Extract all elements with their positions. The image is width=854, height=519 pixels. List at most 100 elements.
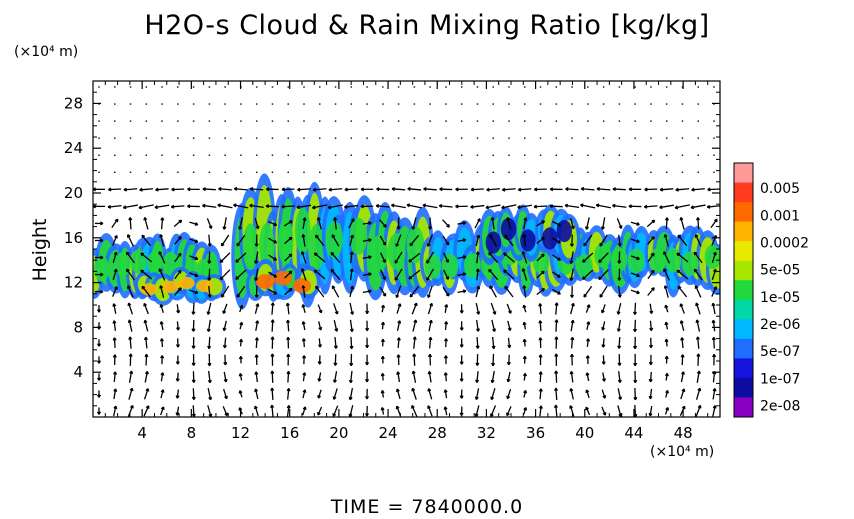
wind-vector [380, 372, 385, 381]
wind-vector [189, 255, 199, 261]
wind-vector [381, 304, 386, 313]
wind-vector [175, 338, 180, 348]
wind-vector [391, 186, 406, 191]
wind-vector [365, 320, 370, 332]
wind-vector [580, 186, 595, 191]
wind-vector [318, 321, 323, 331]
cloud-core [464, 253, 481, 278]
wind-vector [506, 406, 512, 417]
colorbar-label: 1e-07 [760, 371, 800, 387]
wind-vector [301, 304, 306, 313]
x-tick: 28 [428, 81, 447, 442]
wind-vector [675, 187, 690, 192]
cloud-core [500, 217, 517, 241]
wind-vector [455, 204, 468, 209]
wind-vector [711, 302, 716, 315]
wind-vector [585, 389, 590, 399]
wind-vector [380, 321, 385, 330]
wind-vector [349, 336, 354, 350]
wind-vector [680, 337, 685, 349]
wind-vector [207, 234, 212, 247]
wind-vector [503, 252, 515, 263]
wind-vector [159, 285, 165, 298]
y-tick-label: 28 [64, 94, 83, 112]
wind-vector [582, 252, 594, 263]
wind-vector [659, 187, 674, 192]
wind-vector [457, 255, 467, 260]
x-tick-label: 28 [428, 424, 447, 442]
wind-vector [459, 338, 464, 348]
wind-vector [396, 371, 401, 383]
wind-vector [249, 187, 264, 192]
wind-vector [612, 187, 626, 192]
colorbar-label: 2e-08 [760, 398, 800, 414]
wind-vector [268, 271, 277, 278]
x-tick-label: 20 [329, 424, 348, 442]
wind-vector [189, 221, 199, 226]
wind-vector [312, 187, 327, 192]
wind-vector [444, 338, 449, 348]
wind-vector [391, 203, 406, 209]
wind-vector [112, 320, 117, 331]
wind-vector [254, 217, 260, 230]
wind-vector [112, 234, 118, 246]
wind-vector [501, 204, 517, 210]
wind-vector [712, 370, 717, 383]
wind-vector [522, 321, 527, 330]
wind-vector [428, 217, 433, 230]
wind-vector [474, 218, 481, 229]
wind-vector [551, 220, 561, 227]
wind-vector [711, 319, 716, 332]
wind-vector [503, 269, 515, 280]
wind-vector [475, 251, 480, 264]
wind-vector [630, 255, 640, 261]
wind-vector [617, 285, 622, 298]
wind-vector [144, 353, 149, 366]
wind-vector [628, 204, 642, 209]
wind-vector [504, 234, 514, 247]
wind-vector [521, 251, 528, 264]
wind-vector [112, 268, 118, 281]
wind-vector [296, 204, 312, 210]
wind-vector [427, 405, 433, 417]
wind-vector [427, 302, 434, 315]
cloud-core [292, 278, 312, 294]
wind-vector [457, 238, 467, 243]
wind-vector [583, 234, 593, 247]
wind-vector [174, 269, 182, 280]
wind-vector [695, 302, 701, 315]
wind-vector [317, 304, 323, 314]
wind-vector [112, 286, 118, 297]
wind-vector [569, 388, 574, 400]
wind-vector [312, 204, 328, 210]
wind-vector [506, 388, 512, 400]
wind-vector [301, 338, 306, 348]
wind-vector [522, 355, 527, 364]
wind-vector [617, 268, 622, 281]
wind-vector [586, 321, 591, 330]
x-tick-label: 16 [280, 424, 299, 442]
wind-vector [475, 268, 480, 281]
wind-vector [428, 319, 433, 332]
wind-vector [380, 338, 385, 347]
wind-vector [286, 353, 291, 366]
wind-vector [617, 371, 622, 383]
wind-vector [491, 319, 497, 332]
y-tick: 12 [64, 274, 720, 292]
wind-vector [127, 404, 134, 417]
wind-vector [598, 252, 609, 264]
wind-vector [552, 271, 561, 278]
wind-vector [302, 406, 307, 416]
wind-vector [191, 388, 196, 400]
wind-vector [254, 337, 259, 348]
wind-vector [438, 203, 453, 208]
wind-vector [284, 236, 293, 245]
wind-vector [349, 353, 354, 367]
wind-vector [490, 370, 495, 384]
wind-vector [599, 234, 608, 247]
colorbar-swatch [734, 260, 753, 281]
wind-vector [362, 255, 372, 260]
y-tick-label: 12 [64, 274, 83, 292]
wind-vector [333, 354, 338, 366]
wind-vector [128, 353, 133, 366]
